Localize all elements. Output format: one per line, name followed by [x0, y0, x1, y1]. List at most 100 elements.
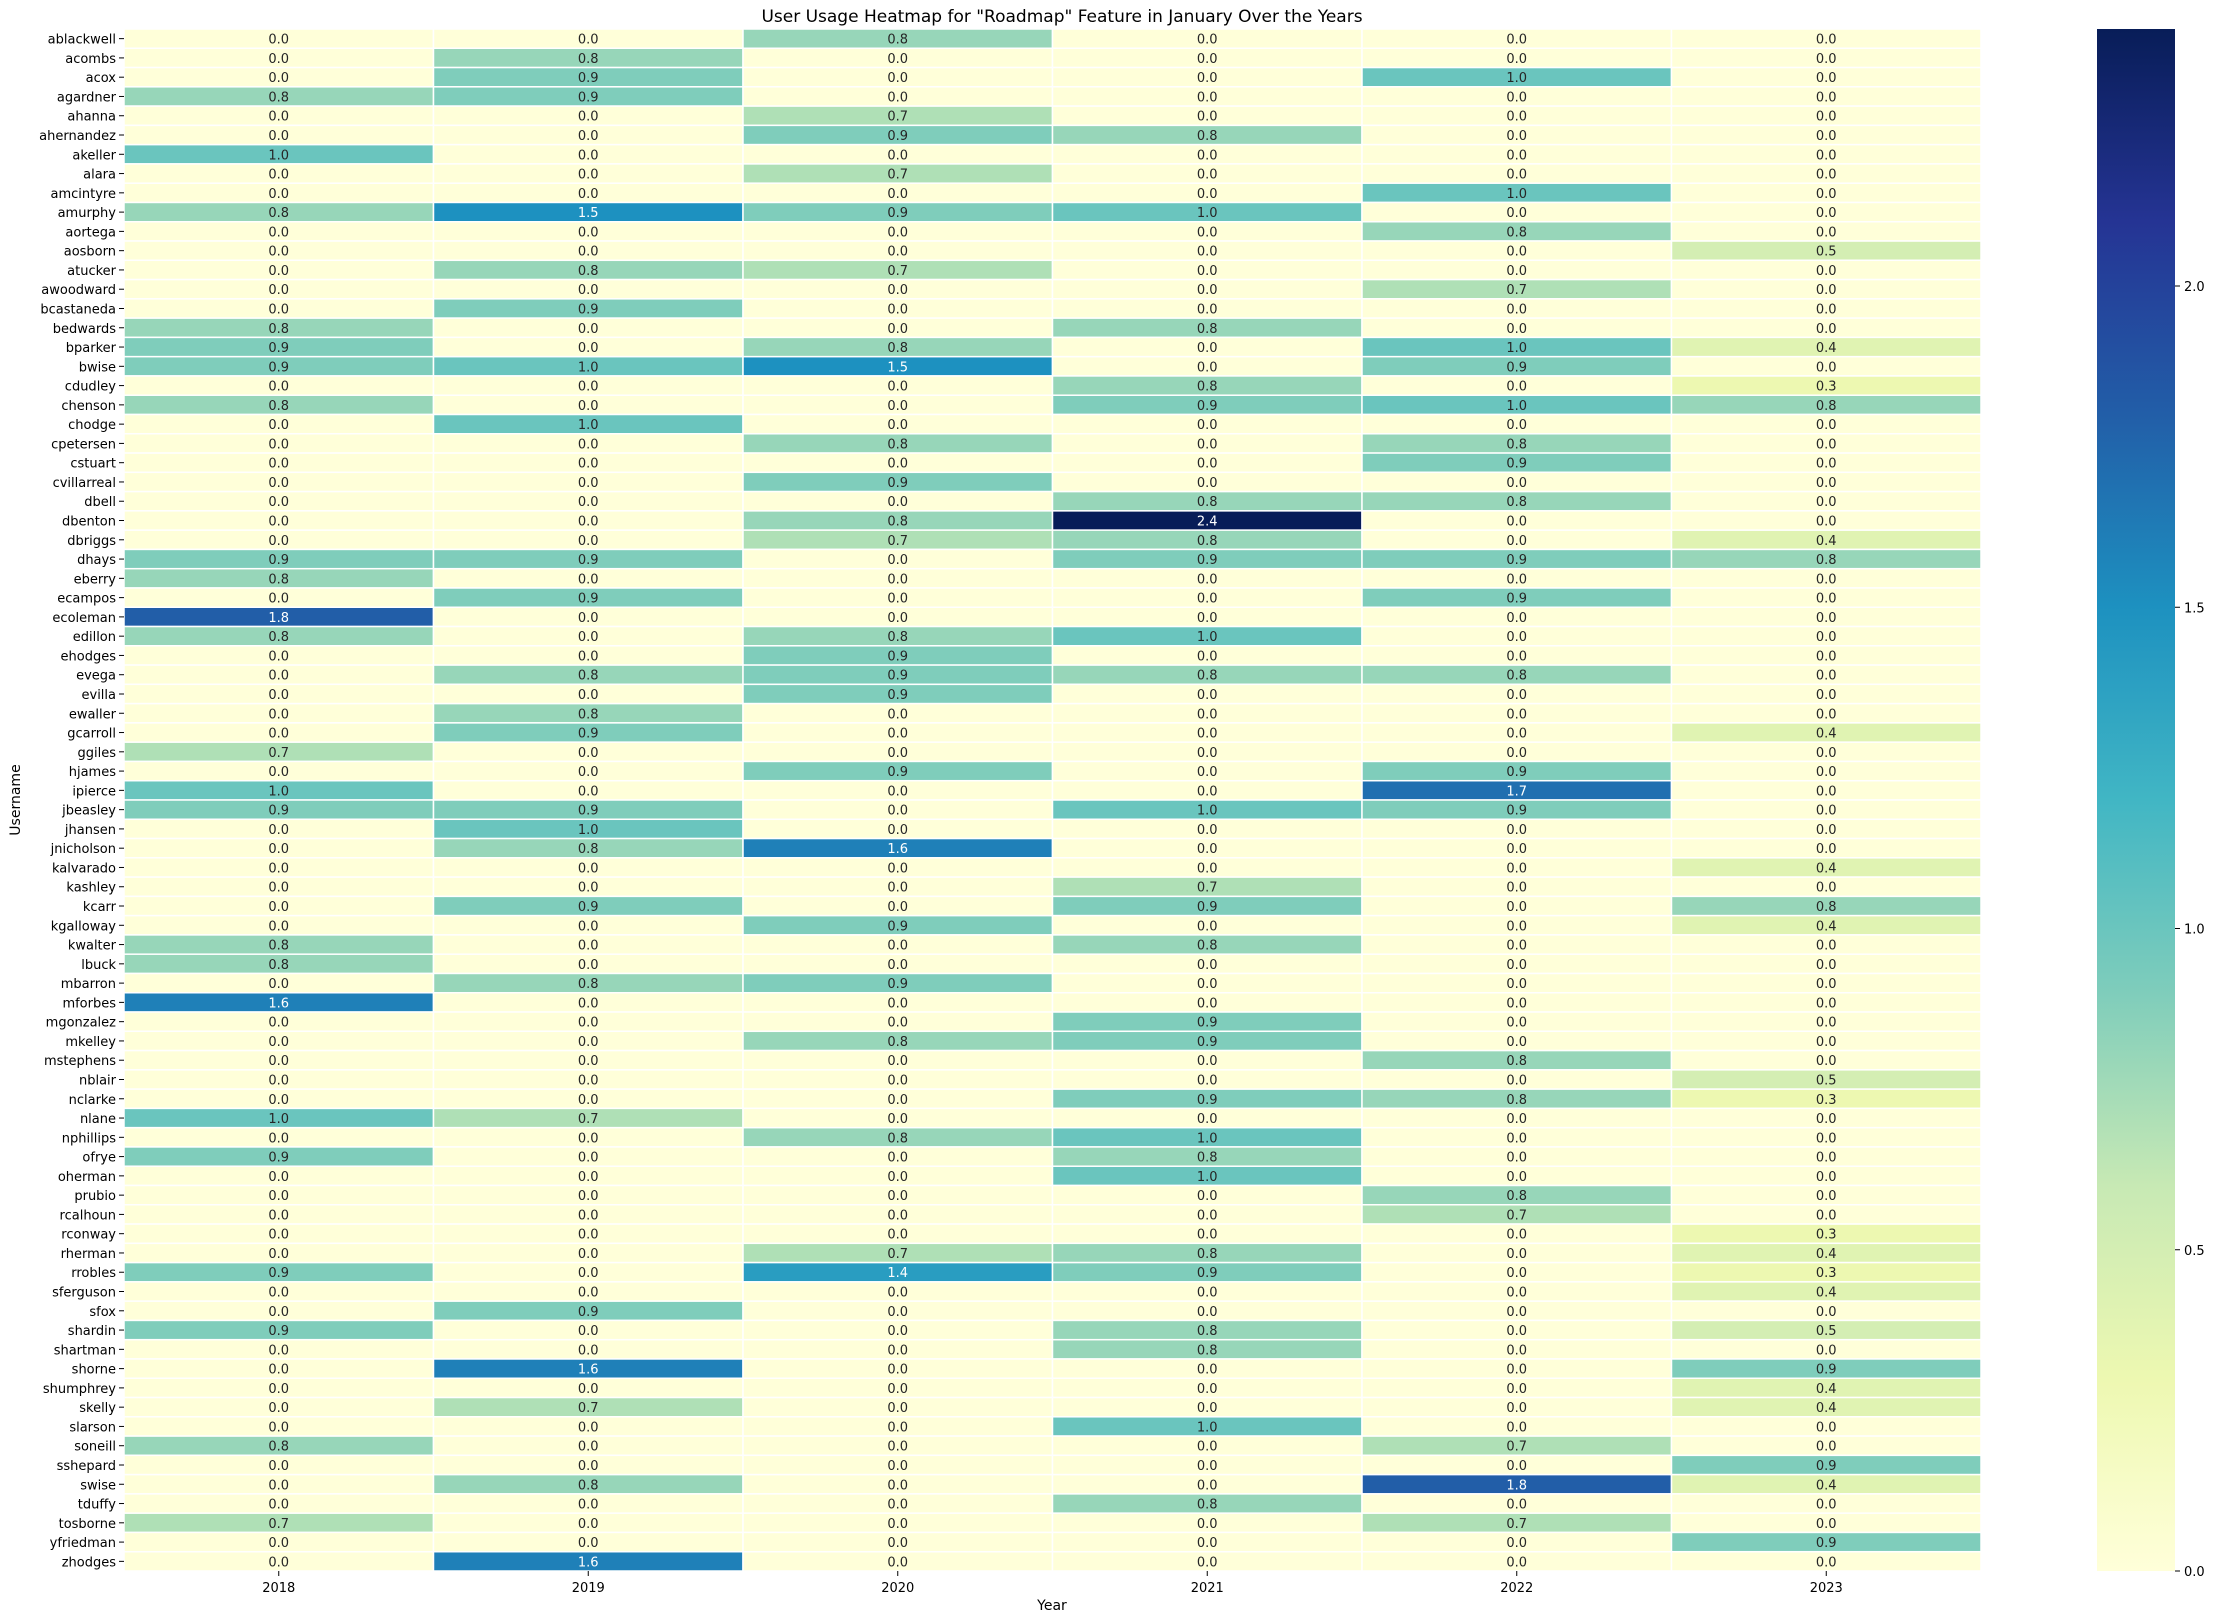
cell-value-label: 0.0: [268, 1401, 289, 1416]
cell-value-label: 0.0: [887, 1054, 908, 1069]
cell-value-label: 0.0: [268, 302, 289, 317]
cell-value-label: 0.9: [1197, 900, 1218, 915]
cell-value-label: 0.4: [1816, 1286, 1837, 1301]
cell-value-label: 0.5: [1816, 245, 1837, 260]
cell-value-label: 0.0: [1506, 919, 1527, 934]
cell-value-label: 0.8: [1506, 437, 1527, 452]
cell-value-label: 1.7: [1506, 784, 1527, 799]
cell-value-label: 1.6: [578, 1363, 599, 1378]
y-tick-label: jnicholson: [50, 842, 116, 857]
cell-value-label: 0.0: [578, 1054, 599, 1069]
cell-value-label: 0.9: [578, 302, 599, 317]
cell-value-label: 0.0: [268, 225, 289, 240]
cell-value-label: 0.8: [578, 52, 599, 67]
cell-value-label: 0.0: [578, 765, 599, 780]
cell-value-label: 0.0: [1197, 187, 1218, 202]
cell-value-label: 0.0: [1197, 264, 1218, 279]
cell-value-label: 0.8: [1197, 322, 1218, 337]
y-tick-label: kgalloway: [51, 919, 117, 934]
cell-value-label: 0.0: [268, 1343, 289, 1358]
cell-value-label: 0.0: [1506, 939, 1527, 954]
cell-value-label: 0.7: [887, 168, 908, 183]
y-tick-label: sshepard: [57, 1459, 116, 1474]
cell-value-label: 0.7: [578, 1401, 599, 1416]
cell-value-label: 0.0: [268, 1016, 289, 1031]
cell-value-label: 0.9: [268, 1324, 289, 1339]
y-tick-label: yfriedman: [50, 1536, 116, 1551]
cell-value-label: 0.0: [268, 1247, 289, 1262]
cell-value-label: 0.8: [578, 669, 599, 684]
cell-value-label: 0.0: [1197, 33, 1218, 48]
cell-value-label: 0.0: [578, 1343, 599, 1358]
cell-value-label: 0.0: [1816, 611, 1837, 626]
cell-value-label: 0.9: [887, 919, 908, 934]
cell-value-label: 0.8: [887, 1131, 908, 1146]
cell-value-label: 0.0: [1506, 572, 1527, 587]
cell-value-label: 0.0: [1506, 515, 1527, 530]
cell-value-label: 0.0: [1197, 418, 1218, 433]
cell-value-label: 1.0: [268, 148, 289, 163]
cell-value-label: 0.4: [1816, 1382, 1837, 1397]
cell-value-label: 0.0: [887, 804, 908, 819]
cell-value-label: 0.0: [1506, 33, 1527, 48]
y-tick-label: chodge: [68, 418, 116, 433]
cell-value-label: 0.0: [268, 380, 289, 395]
cell-value-label: 0.0: [1816, 688, 1837, 703]
cell-value-label: 0.7: [268, 1517, 289, 1532]
cell-value-label: 0.0: [1816, 1035, 1837, 1050]
cell-value-label: 0.0: [578, 1170, 599, 1185]
cell-value-label: 0.8: [1506, 1189, 1527, 1204]
cell-value-label: 0.8: [268, 572, 289, 587]
cell-value-label: 0.0: [1506, 1228, 1527, 1243]
cell-value-label: 0.0: [1197, 842, 1218, 857]
cell-value-label: 0.0: [887, 1016, 908, 1031]
colorbar-tick-label: 1.0: [2184, 923, 2205, 938]
y-tick-label: mbarron: [61, 977, 116, 992]
x-axis-label: Year: [1036, 1598, 1067, 1614]
cell-value-label: 0.0: [1816, 804, 1837, 819]
cell-value-label: 0.0: [887, 322, 908, 337]
cell-value-label: 1.6: [578, 1555, 599, 1570]
y-tick-label: kashley: [66, 881, 116, 896]
cell-value-label: 0.3: [1816, 1093, 1837, 1108]
cell-value-label: 0.0: [578, 1420, 599, 1435]
y-tick-label: slarson: [69, 1420, 116, 1435]
y-tick-label: akeller: [72, 148, 116, 163]
cell-value-label: 0.0: [1816, 996, 1837, 1011]
cell-value-label: 0.0: [887, 939, 908, 954]
cell-value-label: 0.0: [578, 649, 599, 664]
y-tick-label: cstuart: [70, 457, 116, 472]
cell-value-label: 0.0: [1816, 1555, 1837, 1570]
y-tick-label: bcastaneda: [40, 302, 116, 317]
cell-value-label: 0.0: [1197, 996, 1218, 1011]
cell-value-label: 0.8: [1506, 225, 1527, 240]
y-tick-label: sfox: [89, 1305, 116, 1320]
cell-value-label: 0.0: [1506, 842, 1527, 857]
cell-value-label: 0.0: [578, 1247, 599, 1262]
cell-value-label: 0.0: [578, 129, 599, 144]
cell-value-label: 0.0: [1506, 958, 1527, 973]
cell-value-label: 0.0: [1816, 187, 1837, 202]
y-tick-label: nblair: [79, 1073, 117, 1088]
cell-value-label: 0.0: [887, 1555, 908, 1570]
cell-value-label: 0.0: [268, 1459, 289, 1474]
cell-value-label: 0.0: [1816, 572, 1837, 587]
y-tick-label: tosborne: [59, 1517, 116, 1532]
cell-value-label: 0.0: [268, 187, 289, 202]
cell-value-label: 0.0: [887, 245, 908, 260]
cell-value-label: 0.0: [1816, 148, 1837, 163]
x-tick-label: 2018: [262, 1581, 295, 1596]
cell-value-label: 0.9: [268, 804, 289, 819]
cell-value-label: 0.0: [268, 1208, 289, 1223]
cell-value-label: 0.0: [1506, 1343, 1527, 1358]
cell-value-label: 0.0: [887, 90, 908, 105]
cell-value-label: 0.8: [578, 842, 599, 857]
cell-value-label: 0.0: [578, 784, 599, 799]
cell-value-label: 0.0: [1816, 939, 1837, 954]
cell-value-label: 1.8: [1506, 1478, 1527, 1493]
cell-value-label: 0.0: [1506, 1073, 1527, 1088]
cell-value-label: 0.0: [887, 399, 908, 414]
cell-value-label: 0.8: [268, 958, 289, 973]
cell-value-label: 0.0: [1816, 669, 1837, 684]
cell-value-label: 0.0: [578, 322, 599, 337]
